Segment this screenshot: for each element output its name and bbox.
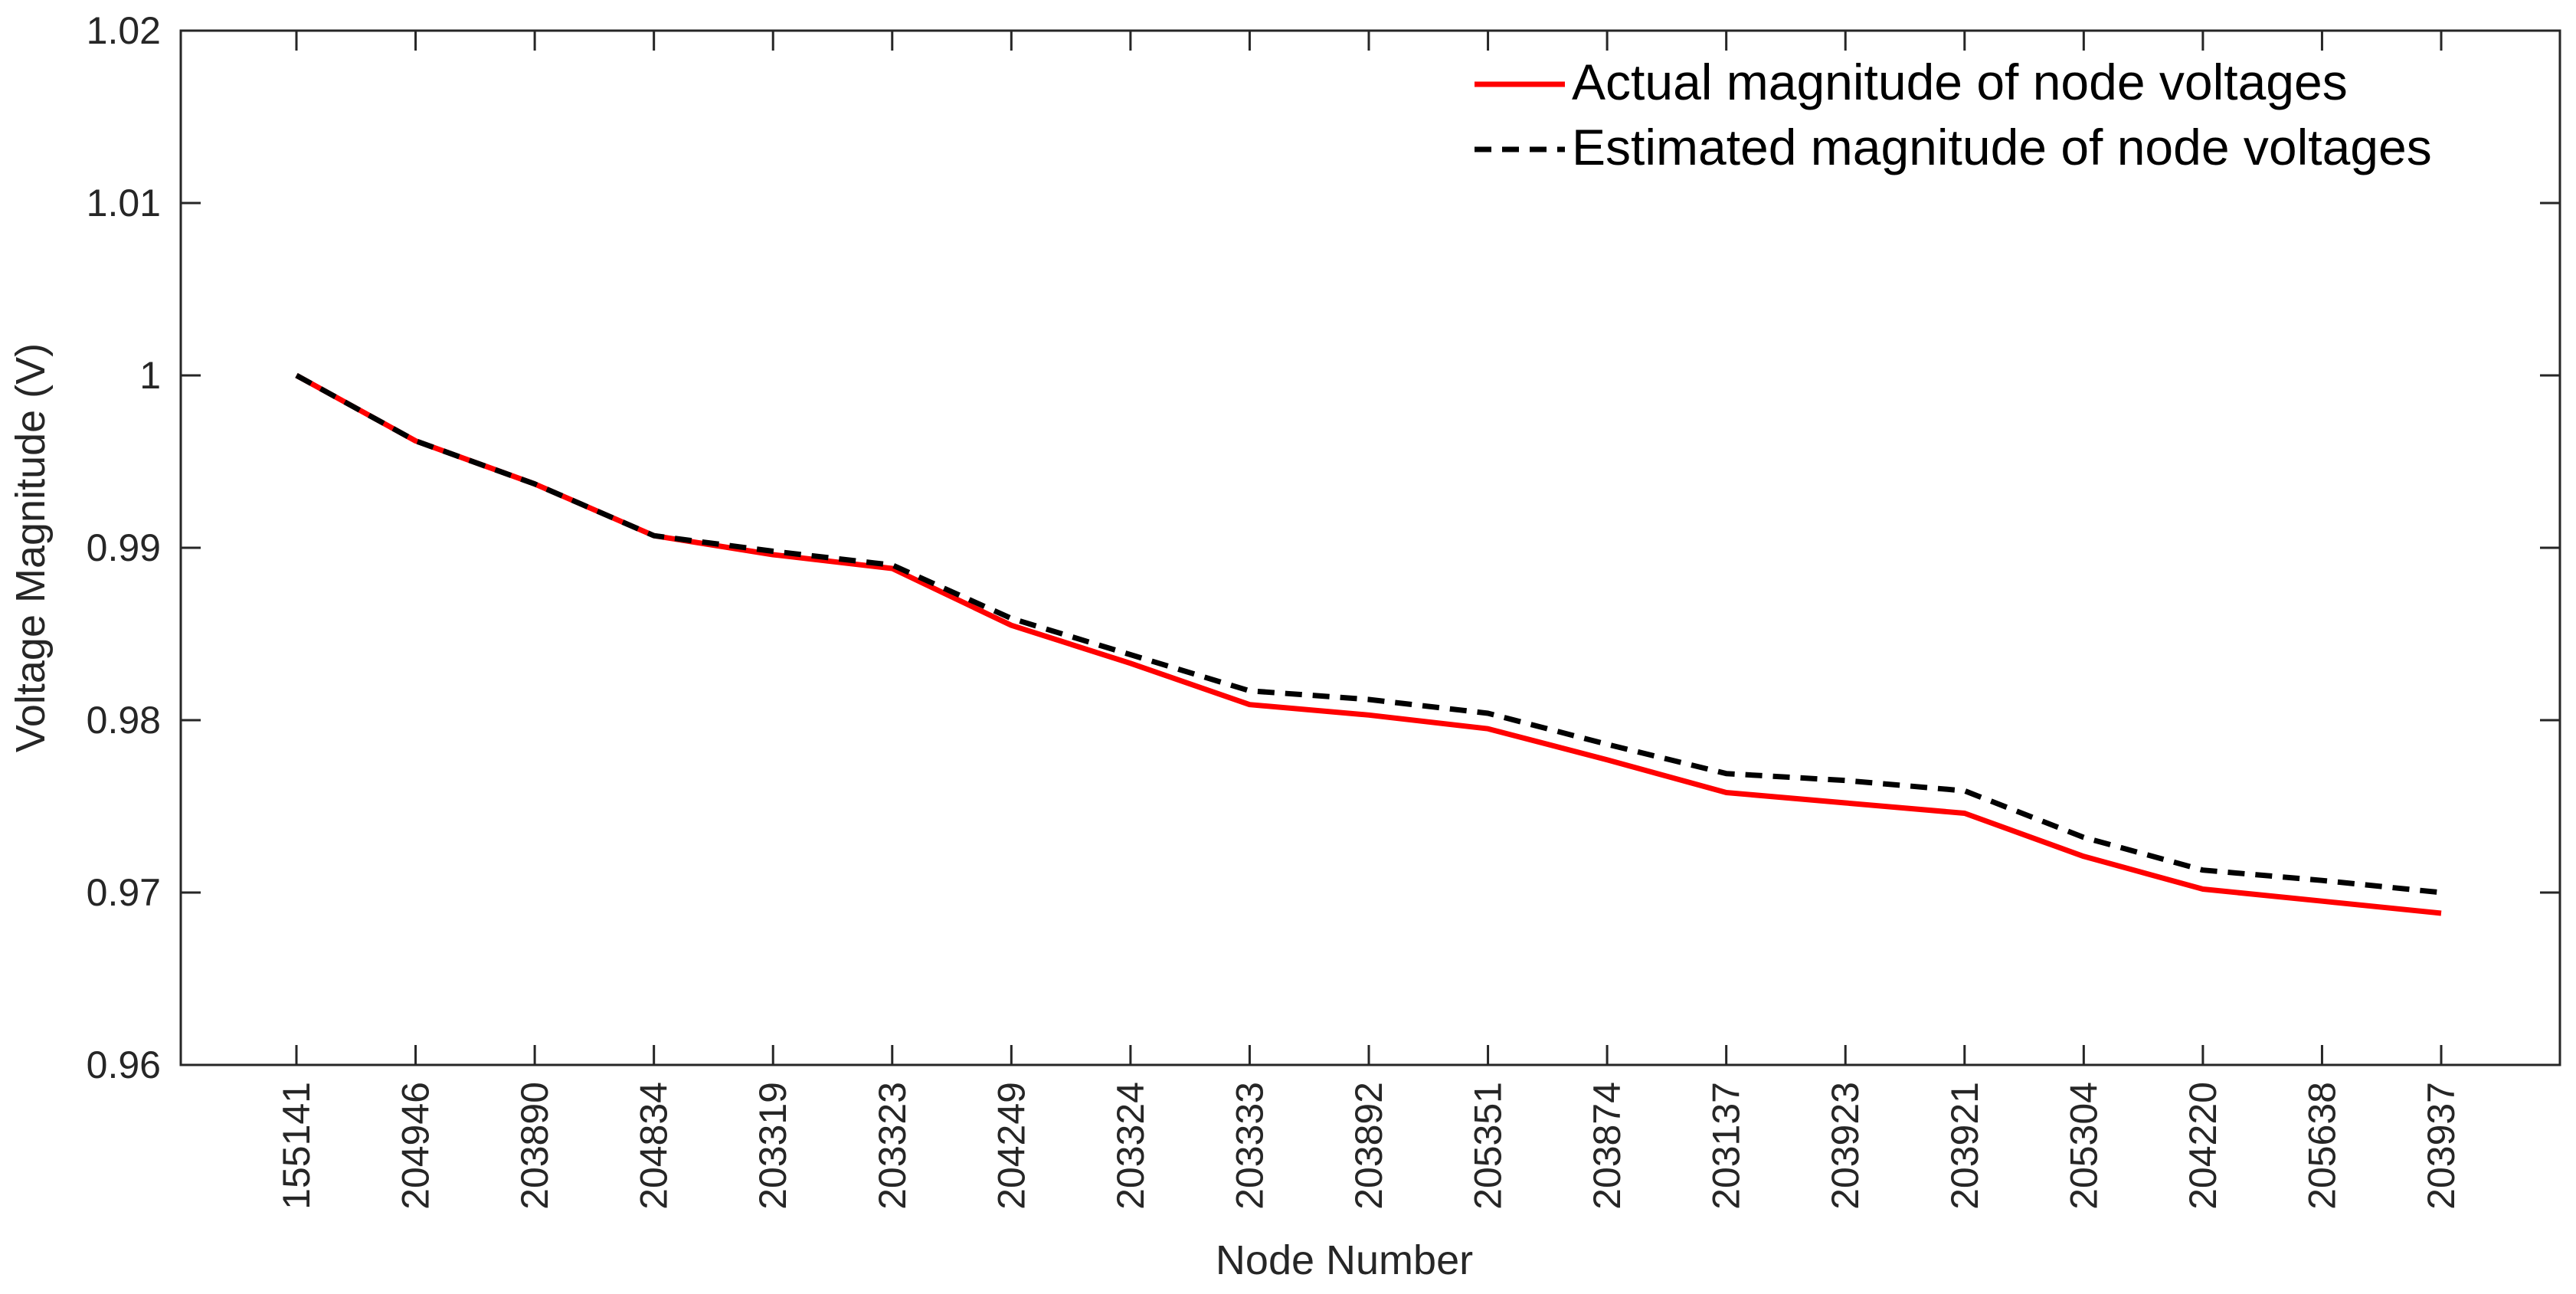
y-tick-label: 0.97 — [87, 871, 161, 914]
x-tick-label: 203137 — [1705, 1082, 1748, 1210]
y-tick-label: 0.98 — [87, 699, 161, 742]
x-tick-label: 203937 — [2420, 1082, 2463, 1210]
y-tick-label: 1 — [139, 354, 161, 397]
x-tick-labels: 155141 204946 203890 204834 203319 203323 2042… — [275, 1082, 2463, 1210]
y-axis-title: Voltage Magnitude (V) — [8, 343, 54, 752]
y-tick-label: 0.96 — [87, 1043, 161, 1086]
x-tick-label: 205351 — [1467, 1082, 1510, 1210]
legend-label-actual: Actual magnitude of node voltages — [1572, 54, 2348, 110]
x-tick-label: 204220 — [2182, 1082, 2224, 1210]
y-tick-label: 1.02 — [87, 9, 161, 52]
x-tick-label: 203323 — [871, 1082, 914, 1210]
legend: Actual magnitude of node voltages Estima… — [1475, 54, 2432, 175]
series-lines — [295, 372, 2442, 916]
x-tick-label: 203874 — [1586, 1082, 1628, 1210]
x-tick-label: 203890 — [513, 1082, 556, 1210]
tick-marks — [181, 29, 2560, 1066]
x-tick-label: 203333 — [1228, 1082, 1271, 1210]
x-tick-label: 203319 — [751, 1082, 794, 1210]
x-tick-label: 204946 — [394, 1082, 437, 1210]
x-tick-label: 203921 — [1943, 1082, 1986, 1210]
plot-area-border — [179, 29, 2561, 1066]
y-tick-labels: 0.96 0.97 0.98 0.99 1 1.01 1.02 — [87, 9, 161, 1086]
x-tick-label: 204249 — [990, 1082, 1033, 1210]
y-tick-label: 1.01 — [87, 182, 161, 224]
x-tick-label: 203923 — [1824, 1082, 1867, 1210]
y-tick-label: 0.99 — [87, 526, 161, 569]
x-axis-title: Node Number — [1216, 1237, 1473, 1283]
x-tick-label: 205304 — [2062, 1082, 2105, 1210]
x-tick-label: 155141 — [275, 1082, 318, 1210]
x-tick-label: 203892 — [1347, 1082, 1390, 1210]
x-tick-label: 204834 — [633, 1082, 676, 1210]
legend-label-estimated: Estimated magnitude of node voltages — [1572, 119, 2432, 175]
x-tick-label: 205638 — [2300, 1082, 2343, 1210]
x-tick-label: 203324 — [1109, 1082, 1152, 1210]
